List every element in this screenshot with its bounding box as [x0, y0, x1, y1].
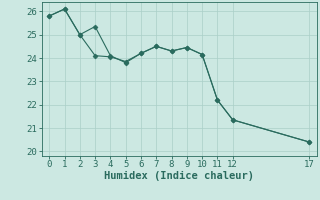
X-axis label: Humidex (Indice chaleur): Humidex (Indice chaleur) [104, 171, 254, 181]
